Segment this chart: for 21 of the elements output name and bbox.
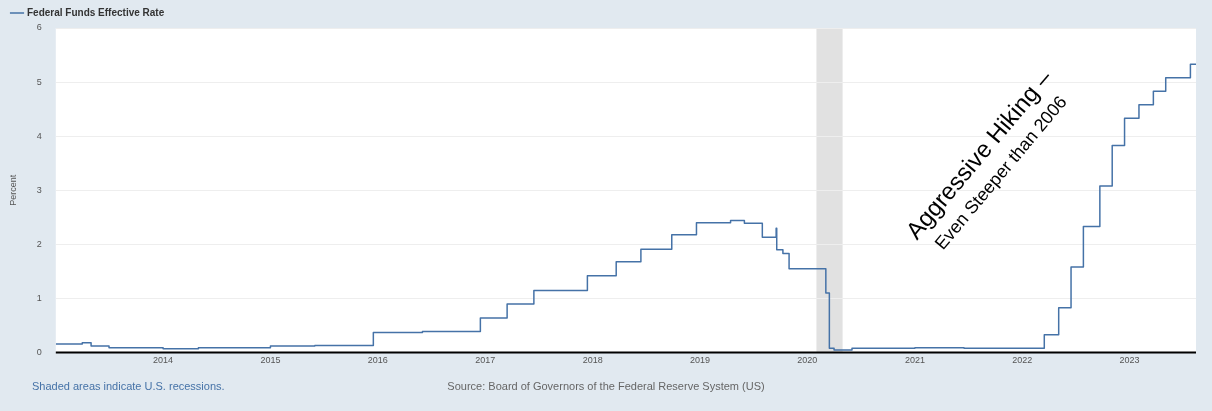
x-tick-label: 2020 [797, 355, 818, 366]
x-tick-label: 2023 [1119, 355, 1140, 366]
x-tick-label: 2014 [153, 355, 174, 366]
y-tick-label: 2 [36, 238, 42, 249]
x-tick-label: 2021 [904, 355, 925, 366]
source-note: Source: Board of Governors of the Federal Reserve System (US) [447, 380, 765, 392]
x-tick-label: 2019 [689, 355, 711, 366]
y-tick-label: 5 [36, 76, 42, 87]
text: Shaded areas indicate U.S. recessions. [32, 380, 225, 392]
y-tick-label: 6 [36, 22, 42, 33]
x-tick-label: 2016 [367, 355, 388, 366]
y-tick-label: 3 [36, 184, 42, 195]
y-tick-label: 1 [36, 292, 42, 303]
legend-label: Federal Funds Effective Rate [27, 6, 165, 18]
y-tick-label: 4 [36, 130, 42, 141]
x-tick-label: 2017 [475, 355, 496, 366]
x-tick-label: 2015 [260, 355, 281, 366]
x-tick-label: 2018 [582, 355, 603, 366]
y-tick-label: 0 [36, 347, 42, 358]
y-axis-title: Percent [7, 174, 18, 206]
x-tick-label: 2022 [1012, 355, 1033, 366]
